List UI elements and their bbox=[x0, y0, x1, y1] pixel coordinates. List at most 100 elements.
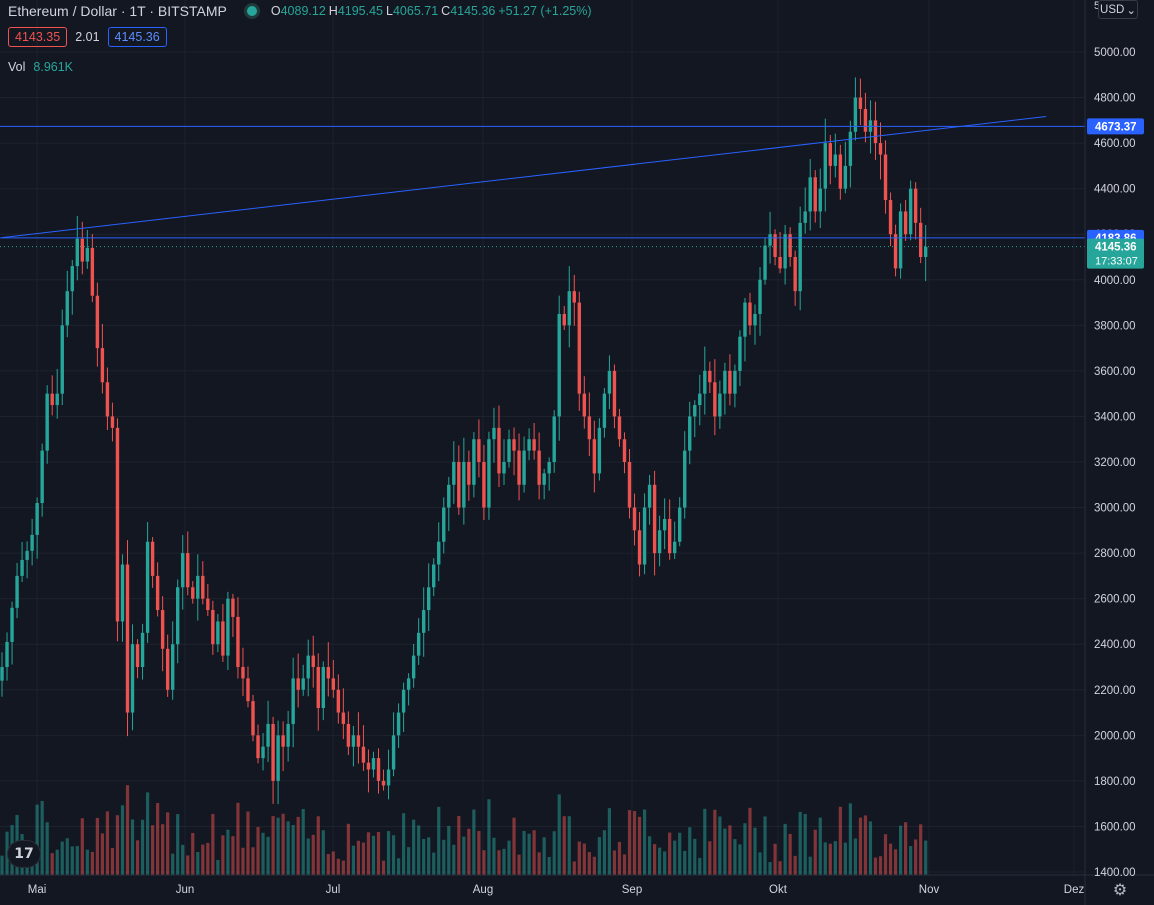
volume-bar bbox=[602, 830, 606, 875]
candle-body bbox=[708, 370, 712, 383]
candle-body bbox=[160, 610, 165, 649]
candle-body bbox=[723, 370, 727, 394]
volume-bar bbox=[507, 840, 511, 875]
volume-bar bbox=[562, 816, 566, 875]
volume-bar bbox=[663, 851, 667, 875]
candle-body bbox=[25, 550, 29, 560]
candle-body bbox=[261, 746, 265, 759]
volume-bar bbox=[427, 837, 431, 875]
price-label-bg bbox=[1087, 238, 1144, 269]
x-tick-label: Mai bbox=[28, 884, 47, 896]
symbol-title[interactable]: Ethereum / Dollar · 1T · BITSTAMP bbox=[8, 3, 227, 19]
candle-body bbox=[622, 439, 627, 462]
volume-bar bbox=[738, 844, 742, 875]
candle-body bbox=[577, 302, 581, 394]
volume-bar bbox=[482, 850, 486, 875]
candle-body bbox=[186, 553, 190, 588]
y-tick-label: 1600.00 bbox=[1094, 821, 1136, 833]
volume-bar bbox=[301, 808, 305, 875]
volume-bar bbox=[552, 831, 556, 875]
volume-bar bbox=[341, 860, 345, 875]
candle-body bbox=[612, 370, 617, 417]
volume-bar bbox=[783, 823, 787, 875]
volume-bar bbox=[85, 849, 89, 875]
volume-bar bbox=[492, 837, 496, 875]
volume-bar bbox=[873, 857, 878, 875]
candle-body bbox=[432, 564, 436, 588]
candle-body bbox=[20, 559, 24, 576]
candle-body bbox=[246, 678, 250, 702]
volume-bar bbox=[477, 831, 481, 875]
currency-selector[interactable]: USD ⌄ bbox=[1098, 0, 1138, 19]
candle-body bbox=[80, 238, 85, 262]
chevron-down-icon: ⌄ bbox=[1126, 4, 1136, 17]
ohlc-close: C4145.36 bbox=[441, 4, 496, 18]
volume-bar bbox=[622, 854, 627, 875]
candle-body bbox=[376, 758, 381, 781]
volume-bar bbox=[396, 858, 401, 875]
x-tick-label: Aug bbox=[473, 884, 493, 896]
candle-body bbox=[55, 393, 59, 406]
volume-bar bbox=[597, 837, 601, 875]
y-tick-label: 3600.00 bbox=[1094, 366, 1136, 378]
volume-bar bbox=[336, 858, 340, 875]
volume-bar bbox=[462, 836, 466, 875]
candle-body bbox=[361, 746, 366, 763]
candle-body bbox=[672, 541, 677, 554]
candle-body bbox=[788, 234, 792, 257]
candle-body bbox=[683, 450, 687, 508]
candle-body bbox=[793, 257, 797, 292]
market-status-icon[interactable] bbox=[246, 6, 257, 16]
candle-body bbox=[75, 238, 79, 267]
volume-bar bbox=[45, 822, 49, 875]
volume-legend: Vol 8.961K bbox=[8, 60, 73, 74]
candle-body bbox=[642, 507, 647, 565]
volume-bar bbox=[151, 825, 155, 875]
x-tick-label: Nov bbox=[919, 884, 940, 896]
volume-bar bbox=[140, 819, 145, 875]
candle-body bbox=[662, 518, 667, 531]
volume-bar bbox=[346, 823, 350, 875]
gear-icon[interactable]: ⚙ bbox=[1112, 882, 1128, 899]
candle-body bbox=[753, 313, 757, 326]
volume-bar bbox=[386, 831, 391, 875]
volume-bar bbox=[75, 846, 79, 875]
volume-bar bbox=[893, 849, 898, 875]
candle-body bbox=[371, 758, 376, 770]
volume-bar bbox=[80, 818, 84, 875]
volume-bar bbox=[191, 832, 195, 875]
volume-bar bbox=[582, 843, 586, 875]
price-label: 4673.37 bbox=[1095, 121, 1137, 133]
candle-body bbox=[552, 416, 556, 462]
sell-button[interactable]: 4143.35 bbox=[8, 27, 68, 47]
volume-bar bbox=[678, 832, 682, 875]
volume-bar bbox=[161, 824, 165, 875]
candle-body bbox=[356, 735, 361, 747]
volume-bar bbox=[381, 860, 386, 875]
candle-body bbox=[913, 188, 918, 223]
candle-body bbox=[216, 621, 220, 645]
buy-button[interactable]: 4145.36 bbox=[107, 27, 167, 47]
candle-body bbox=[145, 541, 150, 633]
volume-bar bbox=[145, 792, 150, 875]
candle-body bbox=[547, 462, 551, 474]
volume-label[interactable]: Vol bbox=[8, 60, 26, 74]
volume-bar bbox=[65, 838, 69, 875]
volume-bar bbox=[256, 826, 260, 875]
volume-bar bbox=[402, 813, 406, 875]
candle-body bbox=[447, 484, 451, 508]
candle-body bbox=[572, 291, 576, 303]
spread-value: 2.01 bbox=[75, 30, 100, 44]
candle-body bbox=[537, 450, 541, 485]
tradingview-logo-icon[interactable]: 17 bbox=[8, 841, 40, 867]
candle-body bbox=[698, 393, 702, 406]
volume-bar bbox=[206, 842, 210, 875]
candle-body bbox=[542, 473, 546, 485]
candle-body bbox=[763, 245, 767, 280]
volume-bar bbox=[647, 836, 652, 875]
volume-bar bbox=[693, 838, 697, 875]
price-label-bg bbox=[1087, 118, 1144, 135]
candle-body bbox=[733, 370, 737, 394]
